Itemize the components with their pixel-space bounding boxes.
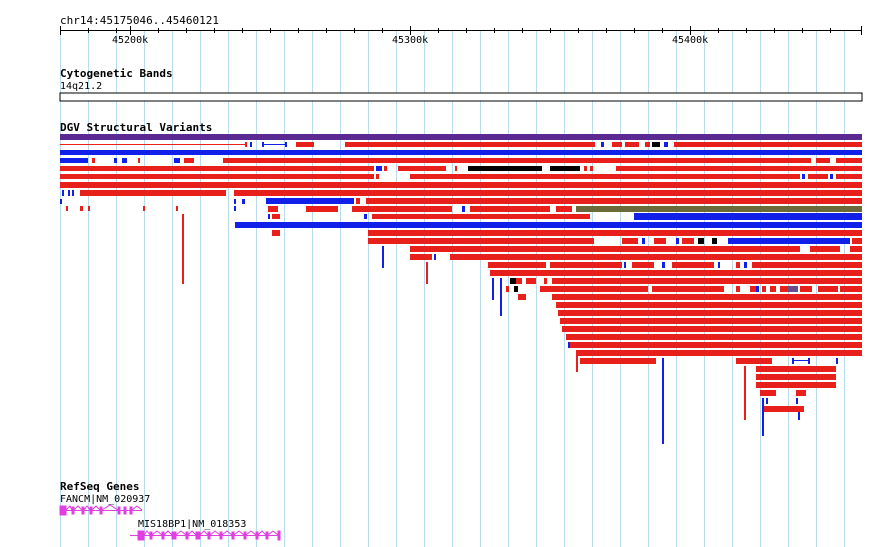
- cytoband-label: 14q21.2: [60, 81, 103, 92]
- track-title-cytobands[interactable]: Cytogenetic Bands: [60, 67, 173, 80]
- track-title-refseq[interactable]: RefSeq Genes: [60, 480, 140, 493]
- gene-label[interactable]: MIS18BP1|NM_018353: [138, 519, 247, 530]
- gene-label[interactable]: FANCM|NM_020937: [60, 494, 151, 505]
- track-title-dgv[interactable]: DGV Structural Variants: [60, 121, 213, 134]
- ruler-tick-label: 45300k: [392, 35, 429, 46]
- ruler-tick-label: 45400k: [672, 35, 709, 46]
- location-label: chr14:45175046..45460121: [60, 14, 219, 27]
- ruler-tick-label: 45200k: [112, 35, 149, 46]
